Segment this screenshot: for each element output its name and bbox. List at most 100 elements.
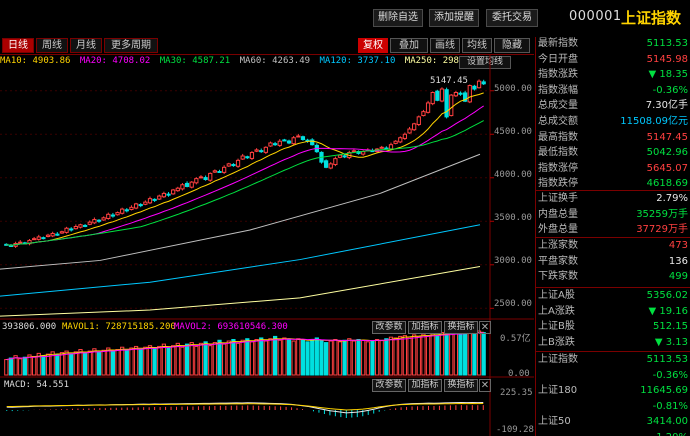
candle-body: [82, 224, 88, 227]
candle-body: [458, 92, 463, 95]
candle-body: [296, 135, 301, 138]
info-value: 11645.69: [640, 385, 688, 397]
info-label: 上证B股: [538, 321, 575, 333]
volume-bar: [245, 338, 250, 376]
candle-body: [147, 198, 153, 204]
candle-body: [472, 85, 477, 90]
close-icon[interactable]: ✕: [479, 321, 491, 334]
info-value: 4618.69: [646, 178, 688, 190]
volume-bar: [96, 351, 102, 376]
info-value: 136: [668, 255, 688, 267]
price-tick: 3500.00: [494, 213, 532, 223]
volume-bar: [328, 340, 333, 376]
info-value: 7.30亿手: [645, 100, 688, 112]
restore-rights-button[interactable]: 复权: [358, 38, 388, 53]
vol-params-button[interactable]: 改参数: [372, 321, 406, 334]
delete-favorite-button[interactable]: 删除自选: [373, 9, 423, 27]
info-row: 上A涨跌 ▼ 19.16: [536, 305, 690, 319]
candle-body: [361, 151, 366, 155]
info-value: 512.15: [653, 321, 688, 333]
macd-add-indicator-button[interactable]: 加指标: [408, 379, 442, 392]
candle-body: [337, 154, 343, 158]
candle-body: [180, 184, 185, 190]
candle-body: [222, 166, 227, 173]
add-alert-button[interactable]: 添加提醒: [429, 9, 479, 27]
candle-body: [421, 111, 426, 117]
ma30-label: MA30: 4587.21: [159, 56, 231, 66]
candle-body: [64, 227, 69, 233]
info-label: 指数跌停: [538, 178, 578, 190]
candle-body: [124, 209, 129, 212]
candle-body: [268, 142, 273, 147]
volume-bar: [59, 352, 65, 376]
price-tick: 2500.00: [494, 299, 532, 309]
volume-bar: [263, 340, 268, 376]
tab-weekly[interactable]: 周线: [36, 38, 68, 53]
vol-axis-top: 0.57亿: [500, 334, 531, 344]
info-value: 35259万手: [636, 208, 688, 220]
candle-body: [101, 217, 106, 221]
candle-body: [407, 128, 412, 134]
candle-body: [50, 232, 55, 237]
volume-bar: [273, 335, 278, 376]
ma60-line: [0, 153, 481, 270]
candle-body: [87, 221, 92, 225]
volume-bar: [291, 340, 296, 376]
candle-body: [463, 92, 468, 102]
info-row: 指数涨幅 -0.36%: [536, 84, 690, 98]
info-row: 指数跌停 4618.69: [536, 177, 690, 191]
candle-body: [254, 149, 259, 152]
info-row: 指数涨停 5645.07: [536, 162, 690, 176]
candle-body: [129, 206, 134, 211]
info-value: ▼ 3.13: [654, 336, 688, 348]
info-row: -0.81%: [536, 400, 690, 414]
panel-separator: [536, 190, 690, 191]
volume-bar: [8, 357, 14, 376]
ma10-label: MA10: 4903.86: [0, 56, 71, 66]
volume-bar: [430, 332, 435, 376]
candle-body: [184, 182, 190, 187]
volume-bar: [147, 345, 153, 376]
volume-bar: [171, 345, 176, 376]
info-value: 473: [668, 240, 688, 251]
info-row: 上B涨跌 ▼ 3.13: [536, 336, 690, 350]
volume-bar: [64, 350, 69, 376]
candle-body: [430, 91, 435, 105]
info-value: -0.81%: [652, 400, 688, 412]
order-trade-button[interactable]: 委托交易: [486, 9, 538, 27]
ma-button[interactable]: 均线: [462, 38, 492, 53]
mavol2-line: [6, 332, 484, 361]
price-tick: 5000.00: [494, 84, 532, 94]
candle-body: [416, 116, 421, 126]
vol-add-indicator-button[interactable]: 加指标: [408, 321, 442, 334]
candle-body: [18, 241, 23, 244]
info-value: 5145.98: [646, 53, 688, 65]
info-label: 指数涨幅: [538, 84, 578, 96]
tab-monthly[interactable]: 月线: [70, 38, 102, 53]
macd-switch-indicator-button[interactable]: 换指标: [444, 379, 478, 392]
macd-params-button[interactable]: 改参数: [372, 379, 406, 392]
ma120-line: [0, 224, 481, 297]
kline-chart[interactable]: [0, 55, 534, 436]
candle-body: [189, 181, 194, 188]
vol-switch-indicator-button[interactable]: 换指标: [444, 321, 478, 334]
tab-more-periods[interactable]: 更多周期: [104, 38, 158, 53]
ma-settings-button[interactable]: 设置均线: [459, 56, 511, 69]
info-row: 上证指数 5113.53: [536, 353, 690, 367]
volume-bar: [254, 338, 259, 376]
volume-bar: [398, 335, 403, 376]
tab-daily[interactable]: 日线: [2, 38, 34, 53]
volume-bar: [222, 343, 227, 376]
volume-bar: [467, 331, 472, 376]
info-label: 最低指数: [538, 147, 578, 159]
volume-bar: [384, 338, 389, 376]
info-row: 上涨家数 473: [536, 239, 690, 253]
volume-bar: [439, 332, 445, 376]
volume-bar: [110, 350, 116, 376]
hide-button[interactable]: 隐藏: [494, 38, 530, 53]
close-icon[interactable]: ✕: [479, 379, 491, 392]
info-label: 总成交额: [538, 116, 578, 127]
draw-line-button[interactable]: 画线: [430, 38, 460, 53]
overlay-button[interactable]: 叠加: [390, 38, 428, 53]
volume-bar: [323, 342, 329, 376]
